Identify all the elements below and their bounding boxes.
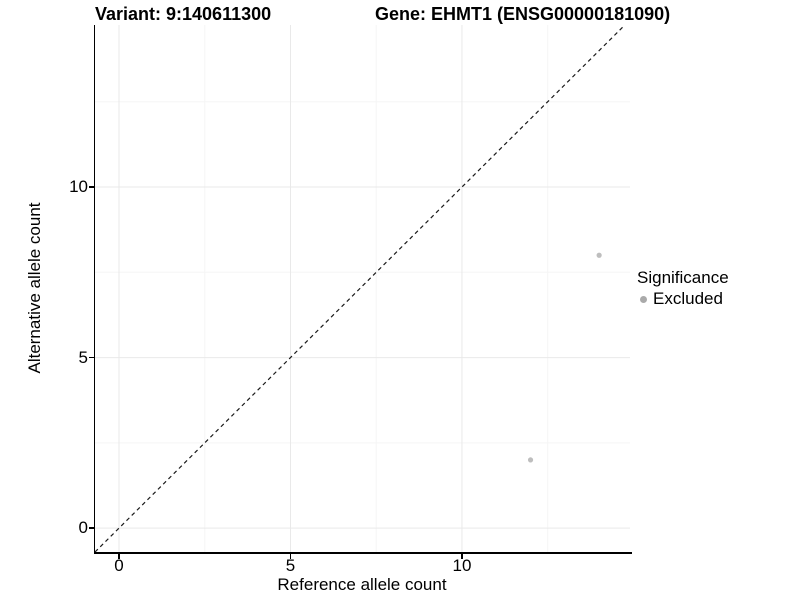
data-point (596, 252, 602, 258)
y-tick-label: 5 (78, 347, 88, 367)
data-point (527, 457, 534, 463)
excluded-point-icon (640, 295, 647, 303)
y-axis-line (93, 25, 95, 554)
y-tick-label: 0 (78, 518, 88, 538)
y-tick-mark (89, 186, 94, 188)
x-tick-mark (289, 553, 292, 559)
x-tick-label: 0 (114, 556, 124, 575)
y-tick-label: 10 (69, 177, 88, 197)
x-tick-mark (118, 553, 120, 559)
variant-title: Variant: 9:140611300 (95, 4, 272, 24)
identity-line (95, 25, 626, 552)
y-tick-mark (89, 527, 94, 529)
x-tick-mark (461, 553, 463, 559)
y-axis-title: Alternative allele count (25, 202, 44, 374)
legend-title: Significance (637, 268, 729, 287)
legend-entry-excluded: Excluded (637, 289, 729, 309)
x-tick-label: 10 (452, 556, 472, 575)
legend: Significance Excluded (637, 267, 729, 309)
x-axis-title: Reference allele count (277, 575, 447, 594)
plot-panel (95, 25, 630, 552)
x-axis-line (93, 552, 632, 554)
y-tick-mark (89, 356, 94, 359)
gene-title: Gene: EHMT1 (ENSG00000181090) (375, 4, 671, 24)
x-tick-label: 5 (285, 556, 296, 575)
legend-entry-label: Excluded (653, 289, 723, 308)
